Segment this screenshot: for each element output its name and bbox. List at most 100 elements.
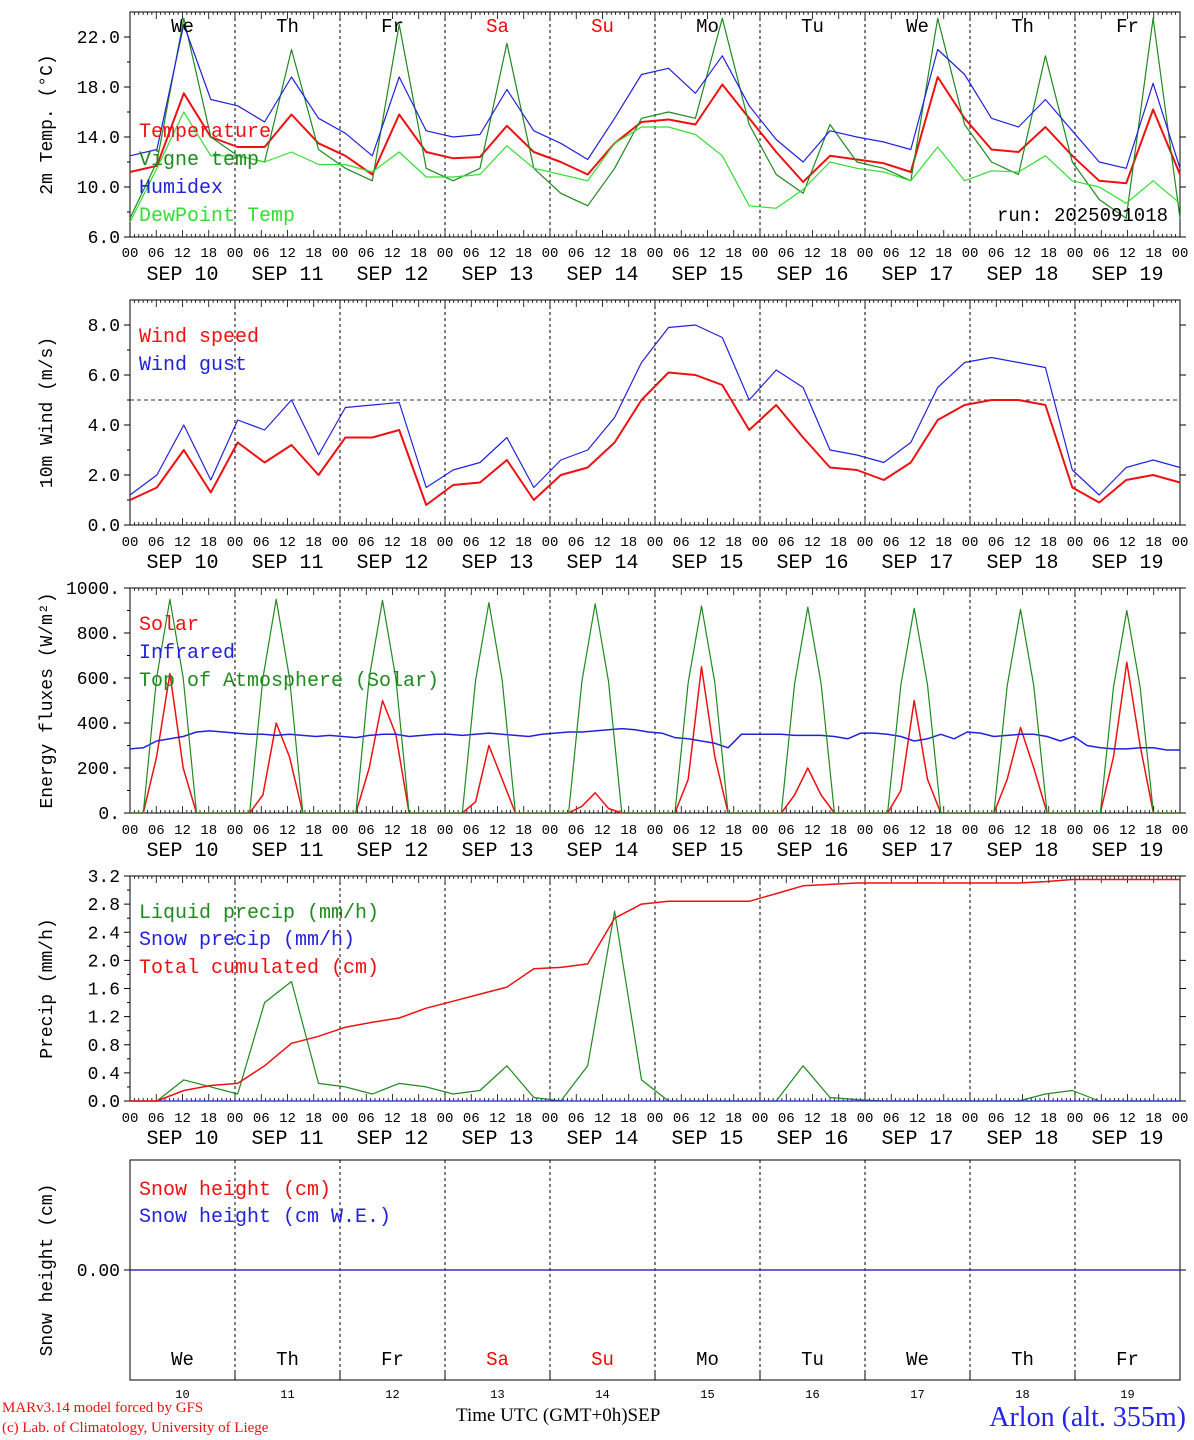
hour-tick-label: 12 [594,535,611,551]
hour-tick-label: 12 [279,246,296,262]
hour-tick-label: 00 [752,823,769,839]
hour-tick-label: 06 [883,823,900,839]
date-label: SEP 16 [776,1128,848,1151]
y-tick-label: 18.0 [77,79,120,99]
hour-tick-label: 18 [200,1111,217,1127]
date-label: SEP 15 [671,552,743,575]
hour-tick-label: 00 [1172,1111,1189,1127]
y-tick-label: 1.6 [88,981,120,1001]
hour-tick-label: 00 [647,823,664,839]
day-number-label: 11 [280,1388,294,1402]
hour-tick-label: 06 [463,535,480,551]
date-label: SEP 11 [251,1128,323,1151]
y-tick-label: 200. [77,760,120,780]
date-label: SEP 17 [881,552,953,575]
day-name-label: Su [591,1349,614,1371]
hour-tick-label: 06 [463,1111,480,1127]
legend-entry: Total cumulated (cm) [139,957,379,980]
y-axis-label: Snow height (cm) [38,1184,58,1357]
date-label: SEP 18 [986,264,1058,287]
hour-tick-label: 00 [437,535,454,551]
y-tick-label: 2.4 [88,924,120,944]
date-label: SEP 12 [356,1128,428,1151]
hour-tick-label: 06 [1093,823,1110,839]
hour-tick-label: 00 [542,1111,559,1127]
y-tick-label: 0.0 [88,517,120,537]
y-tick-label: 0.4 [88,1065,120,1085]
legend-entry: Snow height (cm) [139,1179,331,1202]
hour-tick-label: 00 [752,1111,769,1127]
hour-tick-label: 18 [305,1111,322,1127]
hour-tick-label: 00 [542,246,559,262]
hour-tick-label: 06 [1093,535,1110,551]
y-axis-label: Energy fluxes (W/m²) [38,592,58,808]
hour-tick-label: 00 [857,535,874,551]
panel-wind: 10m Wind (m/s) [38,299,1186,526]
hour-tick-label: 00 [227,823,244,839]
date-label: SEP 14 [566,840,638,863]
hour-tick-label: 12 [699,246,716,262]
hour-tick-label: 18 [515,535,532,551]
hour-tick-label: 00 [437,823,454,839]
hour-tick-label: 00 [962,246,979,262]
hour-tick-label: 18 [200,246,217,262]
y-tick-label: 2.0 [88,952,120,972]
date-label: SEP 19 [1091,1128,1163,1151]
hour-tick-label: 18 [830,1111,847,1127]
hour-tick-label: 12 [279,535,296,551]
hour-tick-label: 06 [778,823,795,839]
hour-tick-label: 06 [358,535,375,551]
hour-tick-label: 06 [148,1111,165,1127]
hour-tick-label: 06 [673,246,690,262]
y-tick-label: 800. [77,625,120,645]
hour-tick-label: 12 [384,535,401,551]
hour-tick-label: 18 [200,823,217,839]
hour-tick-label: 00 [857,1111,874,1127]
series-line-vigne-temp [129,17,1181,219]
date-label: SEP 13 [461,1128,533,1151]
legend-entry: DewPoint Temp [139,205,295,228]
legend-entry: Snow precip (mm/h) [139,929,355,952]
hour-tick-label: 06 [148,246,165,262]
plot-frame [129,11,1181,238]
day-number-label: 10 [175,1388,189,1402]
day-number-label: 15 [700,1388,714,1402]
date-label: SEP 19 [1091,840,1163,863]
hour-tick-label: 12 [699,823,716,839]
day-number-label: 19 [1120,1388,1134,1402]
hour-tick-label: 06 [568,246,585,262]
hour-tick-label: 06 [883,535,900,551]
date-label: SEP 18 [986,1128,1058,1151]
hour-tick-label: 18 [935,246,952,262]
date-label: SEP 17 [881,264,953,287]
date-label: SEP 14 [566,552,638,575]
hour-tick-label: 12 [1014,823,1031,839]
legend-entry: Temperature [139,121,271,144]
hour-tick-label: 18 [1040,823,1057,839]
series-line-wind-speed [129,371,1181,506]
date-label: SEP 14 [566,264,638,287]
hour-tick-label: 12 [909,1111,926,1127]
y-tick-label: 6.0 [88,229,120,249]
hour-tick-label: 12 [594,823,611,839]
hour-tick-label: 06 [568,535,585,551]
hour-tick-label: 18 [1145,823,1162,839]
date-label: SEP 13 [461,264,533,287]
date-label: SEP 11 [251,552,323,575]
y-tick-label: 2.8 [88,896,120,916]
hour-tick-label: 06 [568,823,585,839]
hour-tick-label: 12 [384,246,401,262]
hour-tick-label: 18 [1145,246,1162,262]
hour-tick-label: 00 [332,535,349,551]
y-tick-label: 3.2 [88,868,120,888]
series-line-wind-gust [129,324,1181,496]
hour-tick-label: 06 [778,535,795,551]
date-label: SEP 15 [671,840,743,863]
y-tick-label: 0. [98,805,120,825]
day-name-label: Fr [1116,16,1139,38]
hour-tick-label: 00 [227,535,244,551]
hour-tick-label: 18 [305,535,322,551]
hour-tick-label: 12 [1119,535,1136,551]
day-name-label: We [171,16,194,38]
day-name-label: Th [1011,1349,1034,1371]
